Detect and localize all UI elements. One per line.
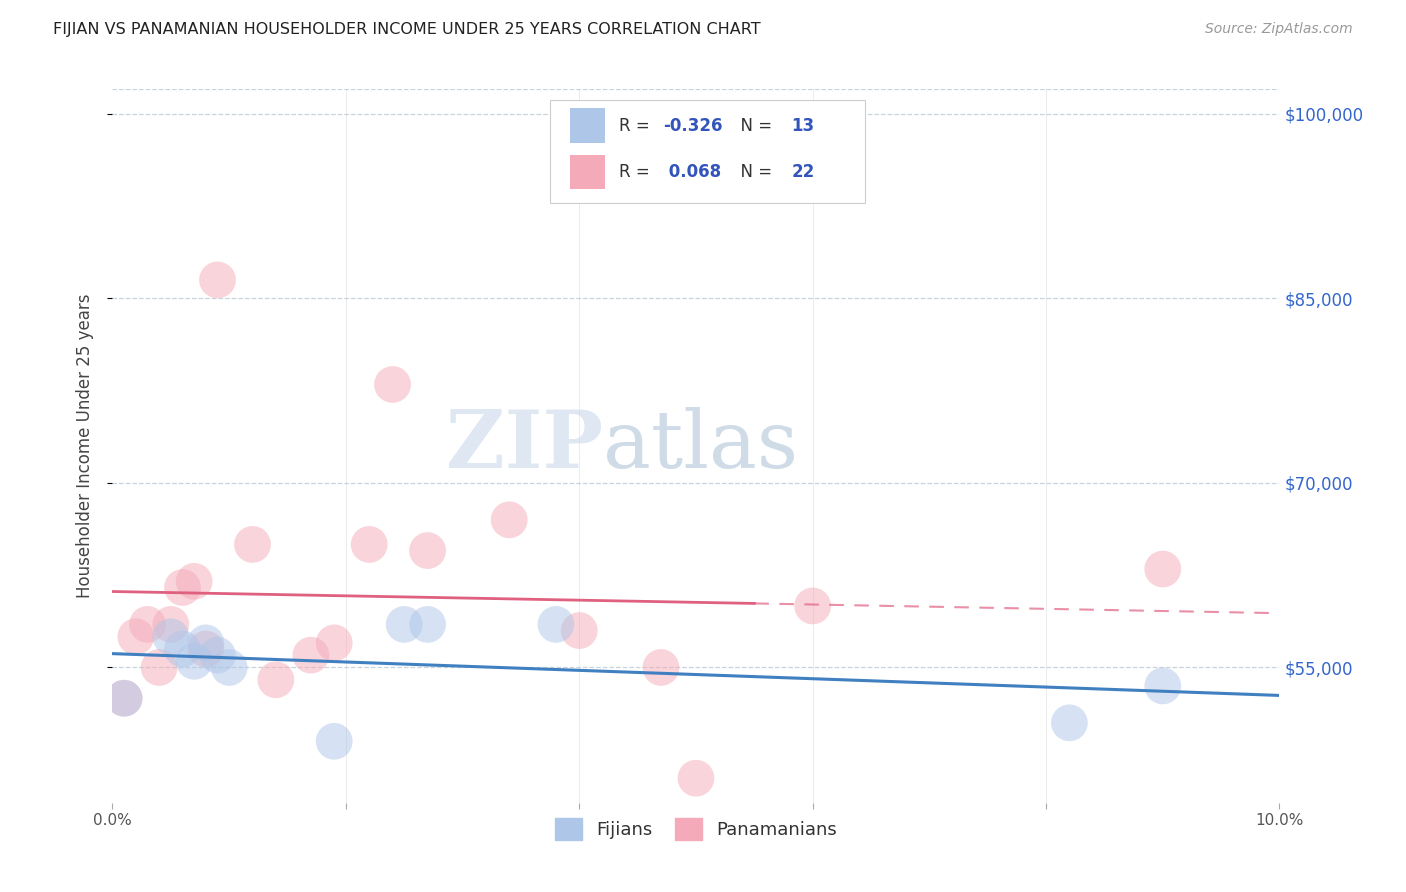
Point [194,642,217,657]
Text: ZIP: ZIP [446,407,603,485]
Point [172,642,194,657]
Point [323,734,346,748]
Text: FIJIAN VS PANAMANIAN HOUSEHOLDER INCOME UNDER 25 YEARS CORRELATION CHART: FIJIAN VS PANAMANIAN HOUSEHOLDER INCOME … [53,22,761,37]
Point [183,574,205,589]
Point [207,273,229,287]
Text: R =: R = [619,117,655,135]
Text: N =: N = [730,117,778,135]
Point [1152,562,1174,576]
Point [112,691,135,706]
Point [242,537,264,551]
Point [148,660,170,674]
Point [801,599,824,613]
FancyBboxPatch shape [569,155,605,189]
Point [125,630,148,644]
Point [685,771,707,785]
Point [160,630,183,644]
Point [183,654,205,668]
Point [1059,715,1081,730]
Text: Source: ZipAtlas.com: Source: ZipAtlas.com [1205,22,1353,37]
Text: 22: 22 [792,163,815,181]
Point [299,648,322,662]
Point [194,636,217,650]
FancyBboxPatch shape [569,109,605,143]
Text: atlas: atlas [603,407,797,485]
Point [416,543,439,558]
Point [112,691,135,706]
Point [568,624,591,638]
FancyBboxPatch shape [550,100,865,203]
Point [359,537,381,551]
Text: N =: N = [730,163,778,181]
Point [218,660,240,674]
Point [394,617,416,632]
Point [498,513,520,527]
Point [650,660,672,674]
Point [160,617,183,632]
Text: 0.068: 0.068 [664,163,721,181]
Legend: Fijians, Panamanians: Fijians, Panamanians [548,811,844,847]
Point [1152,679,1174,693]
Point [264,673,287,687]
Text: R =: R = [619,163,655,181]
Point [136,617,159,632]
Point [207,648,229,662]
Text: -0.326: -0.326 [664,117,723,135]
Text: 13: 13 [792,117,815,135]
Point [544,617,567,632]
Point [381,377,404,392]
Point [323,636,346,650]
Point [172,581,194,595]
Point [416,617,439,632]
Y-axis label: Householder Income Under 25 years: Householder Income Under 25 years [76,293,94,599]
